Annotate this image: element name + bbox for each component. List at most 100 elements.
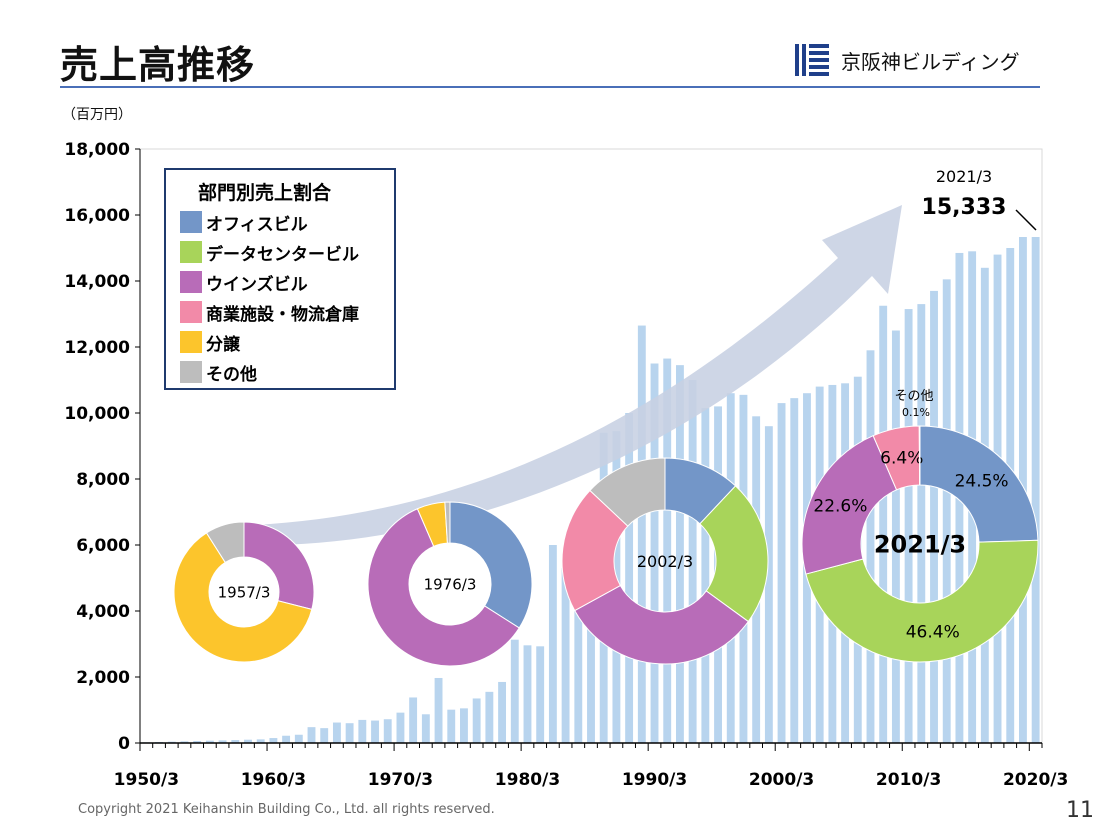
legend-title: 部門別売上割合 [198,182,332,204]
bar [383,719,392,743]
bar [205,740,214,743]
bar [663,358,672,743]
y-tick-label: 4,000 [76,602,130,622]
donut-slice [444,501,451,544]
bar [485,691,494,743]
bar [421,714,430,743]
donut-slice [919,425,1039,543]
legend-label: オフィスビル [206,214,308,235]
bar [320,728,329,743]
legend-item: その他 [180,358,257,386]
donut-chart: 2002/3 [561,457,769,665]
header-divider [60,86,1040,88]
donut-slice [699,485,769,623]
slice-data-label: 24.5% [955,471,1009,491]
copyright-text: Copyright 2021 Keihanshin Building Co., … [78,802,495,817]
bar [650,363,659,743]
donut-center-label: 1957/3 [218,583,271,601]
donut-slice [805,539,1039,663]
legend-item: オフィスビル [180,208,308,236]
bar [345,723,354,743]
y-tick-label: 0 [118,734,130,754]
bar [396,712,405,743]
bar [1031,237,1040,744]
bar [294,734,303,743]
x-tick-label: 2000/3 [749,770,814,790]
x-tick-label: 1960/3 [241,770,306,790]
bar [231,740,240,743]
bar [942,279,951,743]
legend-swatch [180,271,202,293]
company-name: 京阪神ビルディング [841,49,1020,74]
bar [282,735,291,743]
y-tick-label: 12,000 [64,338,130,358]
legend-swatch [180,301,202,323]
donut-slice [205,521,245,564]
slice-data-label: 0.1% [902,406,930,419]
x-tick-label: 1950/3 [114,770,179,790]
legend-swatch [180,211,202,233]
bar [866,350,875,743]
legend-item: 商業施設・物流倉庫 [180,298,359,326]
page-number: 11 [1066,798,1094,823]
y-tick-label: 16,000 [64,206,130,226]
bar [358,719,367,743]
y-tick-label: 14,000 [64,272,130,292]
donut-center-label: 2002/3 [637,552,693,571]
bar [879,305,888,743]
legend-swatch [180,241,202,263]
donut-slice [173,532,313,663]
y-tick-label: 2,000 [76,668,130,688]
bar [332,722,341,743]
legend-item: 分譲 [180,328,240,356]
bar [574,571,583,743]
donut-chart: 24.5% 46.4% 22.6% 6.4% 2021/3 その他 0.1% [801,389,1039,663]
growth-arrow [232,205,902,546]
donut-slice [918,425,921,486]
bar [498,681,507,743]
company-logo: 京阪神ビルディング [795,42,1020,78]
x-tick-label: 2020/3 [1003,770,1068,790]
bar [790,398,799,743]
bar [625,413,634,743]
bar [764,426,773,743]
bar [917,304,926,743]
y-tick-label: 18,000 [64,140,130,160]
legend-item: データセンタービル [180,238,359,266]
legend-label: 分譲 [206,334,240,355]
legend-swatch [180,331,202,353]
bar [891,330,900,743]
y-tick-label: 6,000 [76,536,130,556]
annotation-leader-line [1015,209,1037,231]
x-tick-label: 1980/3 [495,770,560,790]
y-axis-unit-label: （百万円） [62,107,132,123]
donut-slice [589,457,666,527]
y-tick-label: 8,000 [76,470,130,490]
page-title: 売上高推移 [60,43,256,87]
bar [536,646,545,743]
bar [548,545,557,743]
y-tick-label: 10,000 [64,404,130,424]
bar [434,677,443,743]
donut-chart: 1976/3 [367,501,533,667]
bar [777,403,786,743]
legend-label: 商業施設・物流倉庫 [206,304,359,325]
bar [472,698,481,743]
bar [561,568,570,743]
donut-slice [367,508,520,667]
bar [193,741,202,743]
x-tick-label: 1990/3 [622,770,687,790]
annotation-value: 15,333 [922,195,1007,220]
donut-slice [561,489,629,612]
bar [523,645,532,743]
donut-slice [449,501,533,629]
bar [701,408,710,743]
bar [307,727,316,743]
legend-label: その他 [206,364,257,385]
donut-slice [801,435,898,575]
bar [256,739,265,743]
bar [510,639,519,743]
building-stripes-logo-icon [795,44,829,76]
donut-slice [574,584,750,665]
